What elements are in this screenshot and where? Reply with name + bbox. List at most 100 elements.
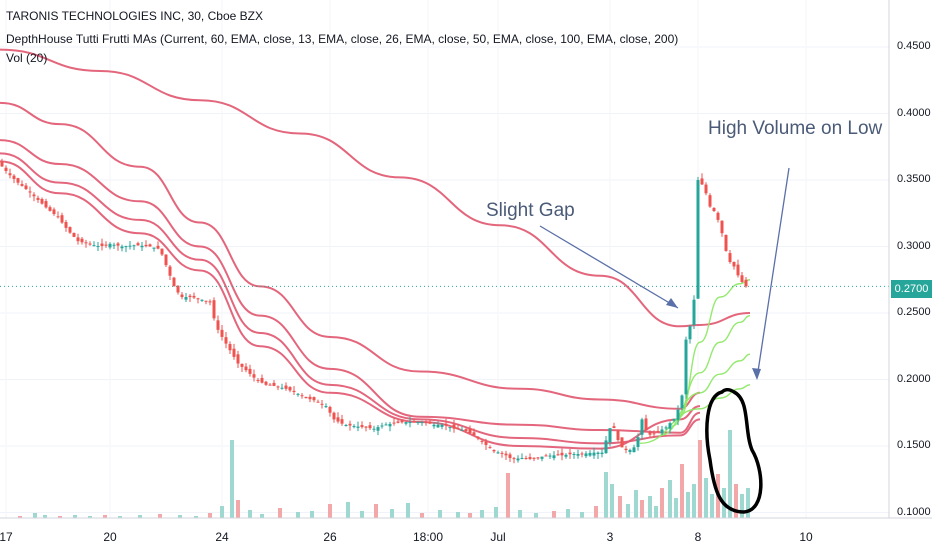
candle-body <box>524 457 528 459</box>
candle-body <box>620 437 624 448</box>
y-tick-label: 0.3000 <box>897 239 931 252</box>
candle-body <box>96 246 100 248</box>
candle-body <box>4 167 8 172</box>
candle-body <box>616 430 620 441</box>
candle-body <box>208 301 212 303</box>
candle-body <box>580 453 584 455</box>
arrow-head-slight-gap <box>666 298 678 308</box>
ma-line <box>671 314 751 427</box>
candle-body <box>624 448 628 450</box>
candle-body <box>60 215 64 223</box>
candle-body <box>116 243 120 246</box>
candle-body <box>656 430 660 432</box>
candle-body <box>420 422 424 424</box>
candle-body <box>12 175 16 179</box>
candle-body <box>688 326 692 340</box>
candle-body <box>188 295 192 298</box>
volume-bar <box>634 490 638 518</box>
volume-bar <box>310 511 314 518</box>
candle-body <box>416 422 420 424</box>
volume-bar <box>208 513 212 518</box>
candle-body <box>480 440 484 442</box>
candle-body <box>700 178 704 185</box>
candle-body <box>404 422 408 424</box>
candle-body <box>732 261 736 267</box>
candle-body <box>312 397 316 401</box>
candle-body <box>296 393 300 395</box>
candle-body <box>324 406 328 408</box>
volume-bar <box>506 473 510 518</box>
volume-bar <box>103 515 107 518</box>
volume-bar <box>328 504 332 518</box>
indicator-legend[interactable]: DepthHouse Tutti Frutti MAs (Current, 60… <box>6 32 679 46</box>
candle-body <box>72 232 76 237</box>
candle-body <box>316 401 320 403</box>
candle-body <box>356 426 360 428</box>
candle-body <box>736 264 740 276</box>
volume-bar <box>626 504 630 518</box>
volume-bar <box>698 440 702 518</box>
annotation-overlay <box>0 167 889 514</box>
candle-body <box>108 243 112 248</box>
candle-body <box>556 454 560 456</box>
y-tick-label: 0.1000 <box>897 505 931 518</box>
candle-body <box>572 453 576 455</box>
candle-body <box>720 220 724 234</box>
candle-body <box>484 441 488 445</box>
candle-body <box>184 297 188 300</box>
candle-body <box>516 458 520 461</box>
candle-body <box>376 427 380 431</box>
volume-bar <box>374 504 378 518</box>
candle-body <box>204 300 208 302</box>
candle-body <box>44 201 48 208</box>
candle-body <box>400 420 404 423</box>
candle-body <box>92 245 96 247</box>
candle-body <box>708 195 712 207</box>
ma-line <box>0 160 701 450</box>
candle-body <box>468 428 472 434</box>
candle-body <box>432 424 436 427</box>
candle-body <box>252 374 256 378</box>
candle-body <box>264 381 268 385</box>
volume-legend[interactable]: Vol (20) <box>6 51 48 65</box>
volume-bar <box>566 509 570 518</box>
candle-body <box>276 386 280 388</box>
candle-body <box>704 184 708 194</box>
candle-body <box>392 422 396 424</box>
candle-body <box>24 185 28 190</box>
candle-body <box>344 424 348 426</box>
annotation-high-volume: High Volume on Low <box>708 118 883 139</box>
annotation-slight-gap: Slight Gap <box>486 200 575 221</box>
candle-body <box>492 450 496 452</box>
candle-body <box>196 298 200 300</box>
candle-body <box>596 452 600 454</box>
candle-body <box>8 173 12 176</box>
candle-body <box>444 423 448 426</box>
candle-body <box>612 426 616 429</box>
x-tick-label: 18:00 <box>412 530 444 544</box>
candle-body <box>696 180 700 299</box>
candle-body <box>460 429 464 431</box>
candle-body <box>628 449 632 453</box>
symbol-title[interactable]: TARONIS TECHNOLOGIES INC, 30, Cboe BZX <box>6 9 263 23</box>
volume-bar <box>740 494 744 518</box>
candle-body <box>280 387 284 389</box>
candle-body <box>676 409 680 420</box>
volume-bar <box>468 513 472 518</box>
candle-body <box>272 382 276 386</box>
candle-body <box>584 453 588 457</box>
candle-body <box>680 395 684 409</box>
volume-bar <box>610 484 614 518</box>
volume-bar <box>138 515 142 518</box>
candle-body <box>144 244 148 247</box>
y-tick-label: 0.4500 <box>897 40 931 52</box>
candle-body <box>712 207 716 212</box>
candle-body <box>168 266 172 276</box>
candle-body <box>332 412 336 420</box>
candle-body <box>124 246 128 248</box>
volume-bar <box>580 512 584 518</box>
candle-body <box>448 427 452 429</box>
candle-body <box>528 457 532 460</box>
candle-body <box>160 248 164 255</box>
